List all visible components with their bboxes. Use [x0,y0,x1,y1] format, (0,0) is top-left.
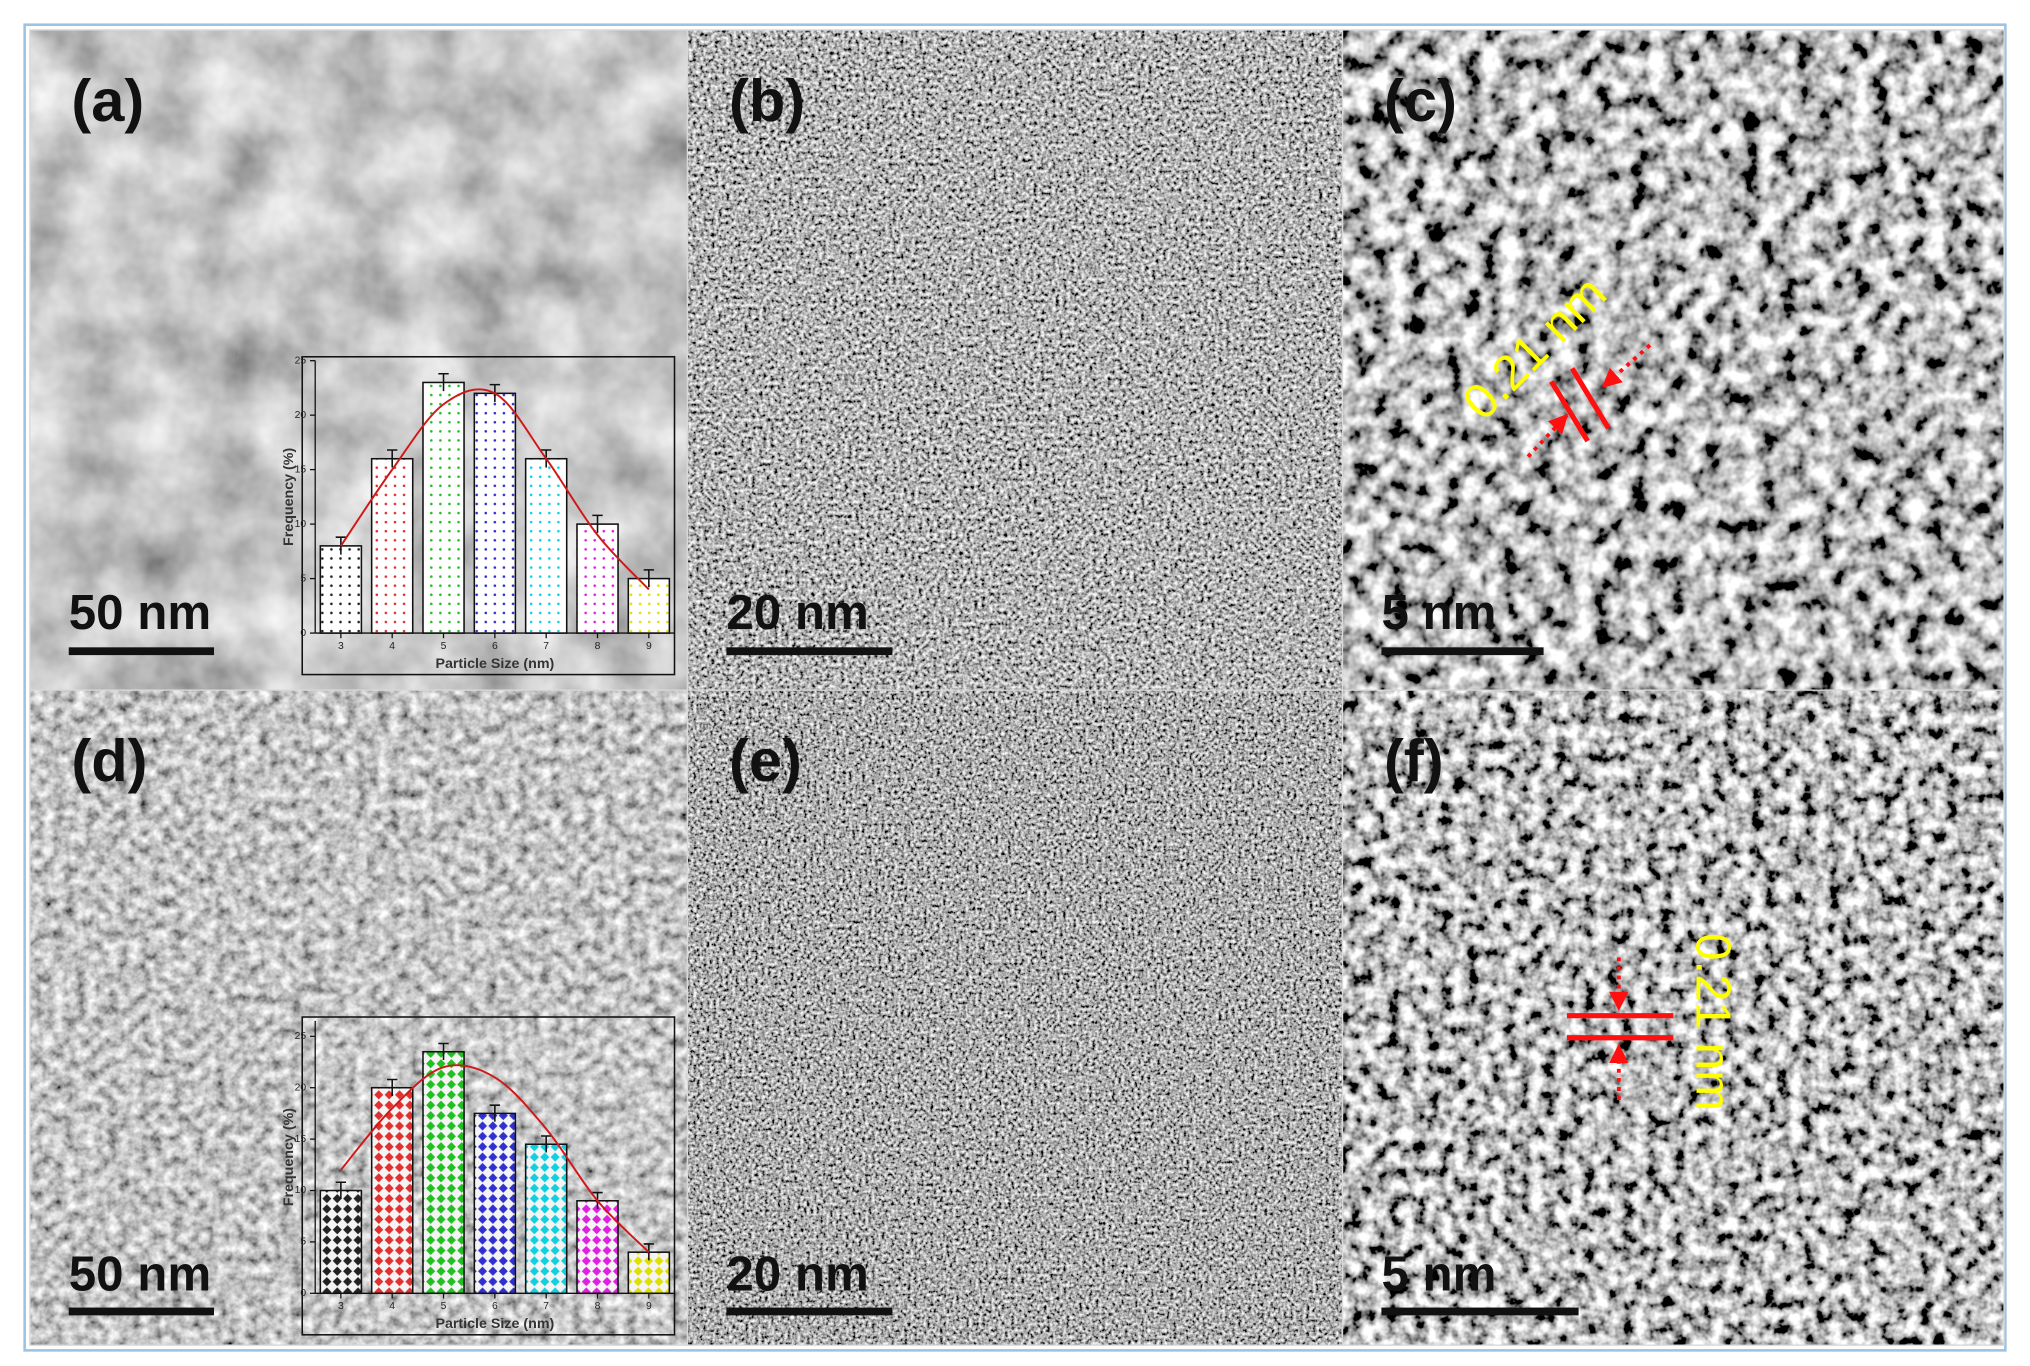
bar [319,1189,363,1295]
error-bar [540,1135,552,1153]
scale-bar [68,647,215,656]
scale-bar [726,647,893,656]
x-tick-label: 3 [338,641,344,652]
x-tick-label: 9 [646,1301,652,1312]
lattice-spacing: 0.21 nm [1686,933,1741,1111]
error-bar [489,1104,501,1122]
figure-border [23,23,2007,1352]
error-bar [592,514,603,533]
panel-label: (e) [729,727,802,794]
y-tick-label: 25 [295,1031,307,1042]
histogram-inset: 0 5 10 15 20 25 3 4 5 6 7 8 9 Particle Size (nm) Frequ… [281,355,676,676]
y-tick-label: 10 [295,519,307,530]
micrograph [1342,29,2005,691]
x-tick-label: 4 [389,1301,395,1312]
y-tick-label: 20 [295,1082,307,1093]
micrograph [687,690,1343,1346]
panel: (c) 5 nm [1341,29,2005,691]
error-bar [387,1078,398,1096]
y-tick-label: 5 [300,1237,306,1248]
bar [576,523,619,634]
micrograph [687,29,1343,691]
lattice-marker [1566,957,1674,1101]
scale-bar-label: 50 nm [69,585,211,640]
y-tick-label: 0 [300,1288,306,1299]
error-bar [387,449,398,468]
error-bar [335,1181,347,1199]
bar [524,457,568,634]
x-tick-label: 5 [441,1301,447,1312]
y-tick-label: 25 [295,355,307,366]
scale-bar [1381,1307,1579,1316]
panel-label: (a) [71,67,144,134]
x-tick-label: 6 [492,1301,498,1312]
y-tick-label: 0 [300,628,306,639]
x-axis-label: Particle Size (nm) [435,1316,554,1332]
bar [576,1200,619,1295]
bar [422,1050,465,1295]
scale-bar-label: 20 nm [726,1247,868,1302]
error-bar [643,569,655,588]
fit-curve [340,1064,650,1253]
y-tick-label: 5 [300,573,306,584]
bar [524,1143,568,1295]
error-bar [438,372,449,392]
x-tick-label: 8 [595,641,601,652]
bar [473,1112,517,1295]
bar [473,392,517,634]
x-tick-label: 5 [441,641,447,652]
x-axis-label: Particle Size (nm) [435,656,554,672]
y-axis-label: Frequency (%) [281,1108,297,1206]
bar [370,457,414,634]
x-tick-label: 9 [646,641,652,652]
panel-label: (d) [71,727,147,794]
scale-bar-label: 5 nm [1381,585,1496,640]
panel-label: (c) [1384,67,1457,134]
scale-bar [726,1307,893,1316]
scale-bar-label: 50 nm [69,1247,211,1302]
panels: (a) 50 nm 0 5 10 15 20 25 3 4 5 6 7 8 9 Particle Size (… [29,29,2005,1346]
scale-bar-label: 20 nm [726,585,868,640]
x-tick-label: 4 [389,641,395,652]
histogram-inset: 0 5 10 15 20 25 3 4 5 6 7 8 9 Particle Size (nm) Frequ… [281,1016,676,1336]
y-tick-label: 15 [295,1134,307,1145]
x-tick-label: 7 [543,1301,549,1312]
y-tick-label: 10 [295,1185,307,1196]
panel-label: (b) [729,67,805,134]
panel: (d) 50 nm 0 5 10 15 20 25 3 4 5 6 7 8 9 Particle Size (… [29,689,689,1346]
x-tick-label: 7 [543,641,549,652]
scale-bar [68,1307,215,1316]
bar [370,1086,414,1295]
scale-bar-label: 5 nm [1381,1247,1496,1302]
x-tick-label: 8 [595,1301,601,1312]
panel: (a) 50 nm 0 5 10 15 20 25 3 4 5 6 7 8 9 Particle Size (… [29,29,689,691]
bar [422,381,465,634]
error-bar [438,1042,449,1060]
scale-bar [1381,647,1544,656]
lattice-marker [1526,343,1652,458]
panel: (b) 20 nm [686,29,1344,691]
x-tick-label: 6 [492,641,498,652]
panel-frame [1341,689,2005,1346]
panel: (e) 20 nm [686,689,1344,1346]
y-tick-label: 15 [295,464,307,475]
y-tick-label: 20 [295,410,307,421]
panel-label: (f) [1384,727,1444,794]
bar [319,545,363,634]
x-tick-label: 3 [338,1301,344,1312]
y-axis-label: Frequency (%) [281,448,297,546]
fit-curve [340,388,650,591]
